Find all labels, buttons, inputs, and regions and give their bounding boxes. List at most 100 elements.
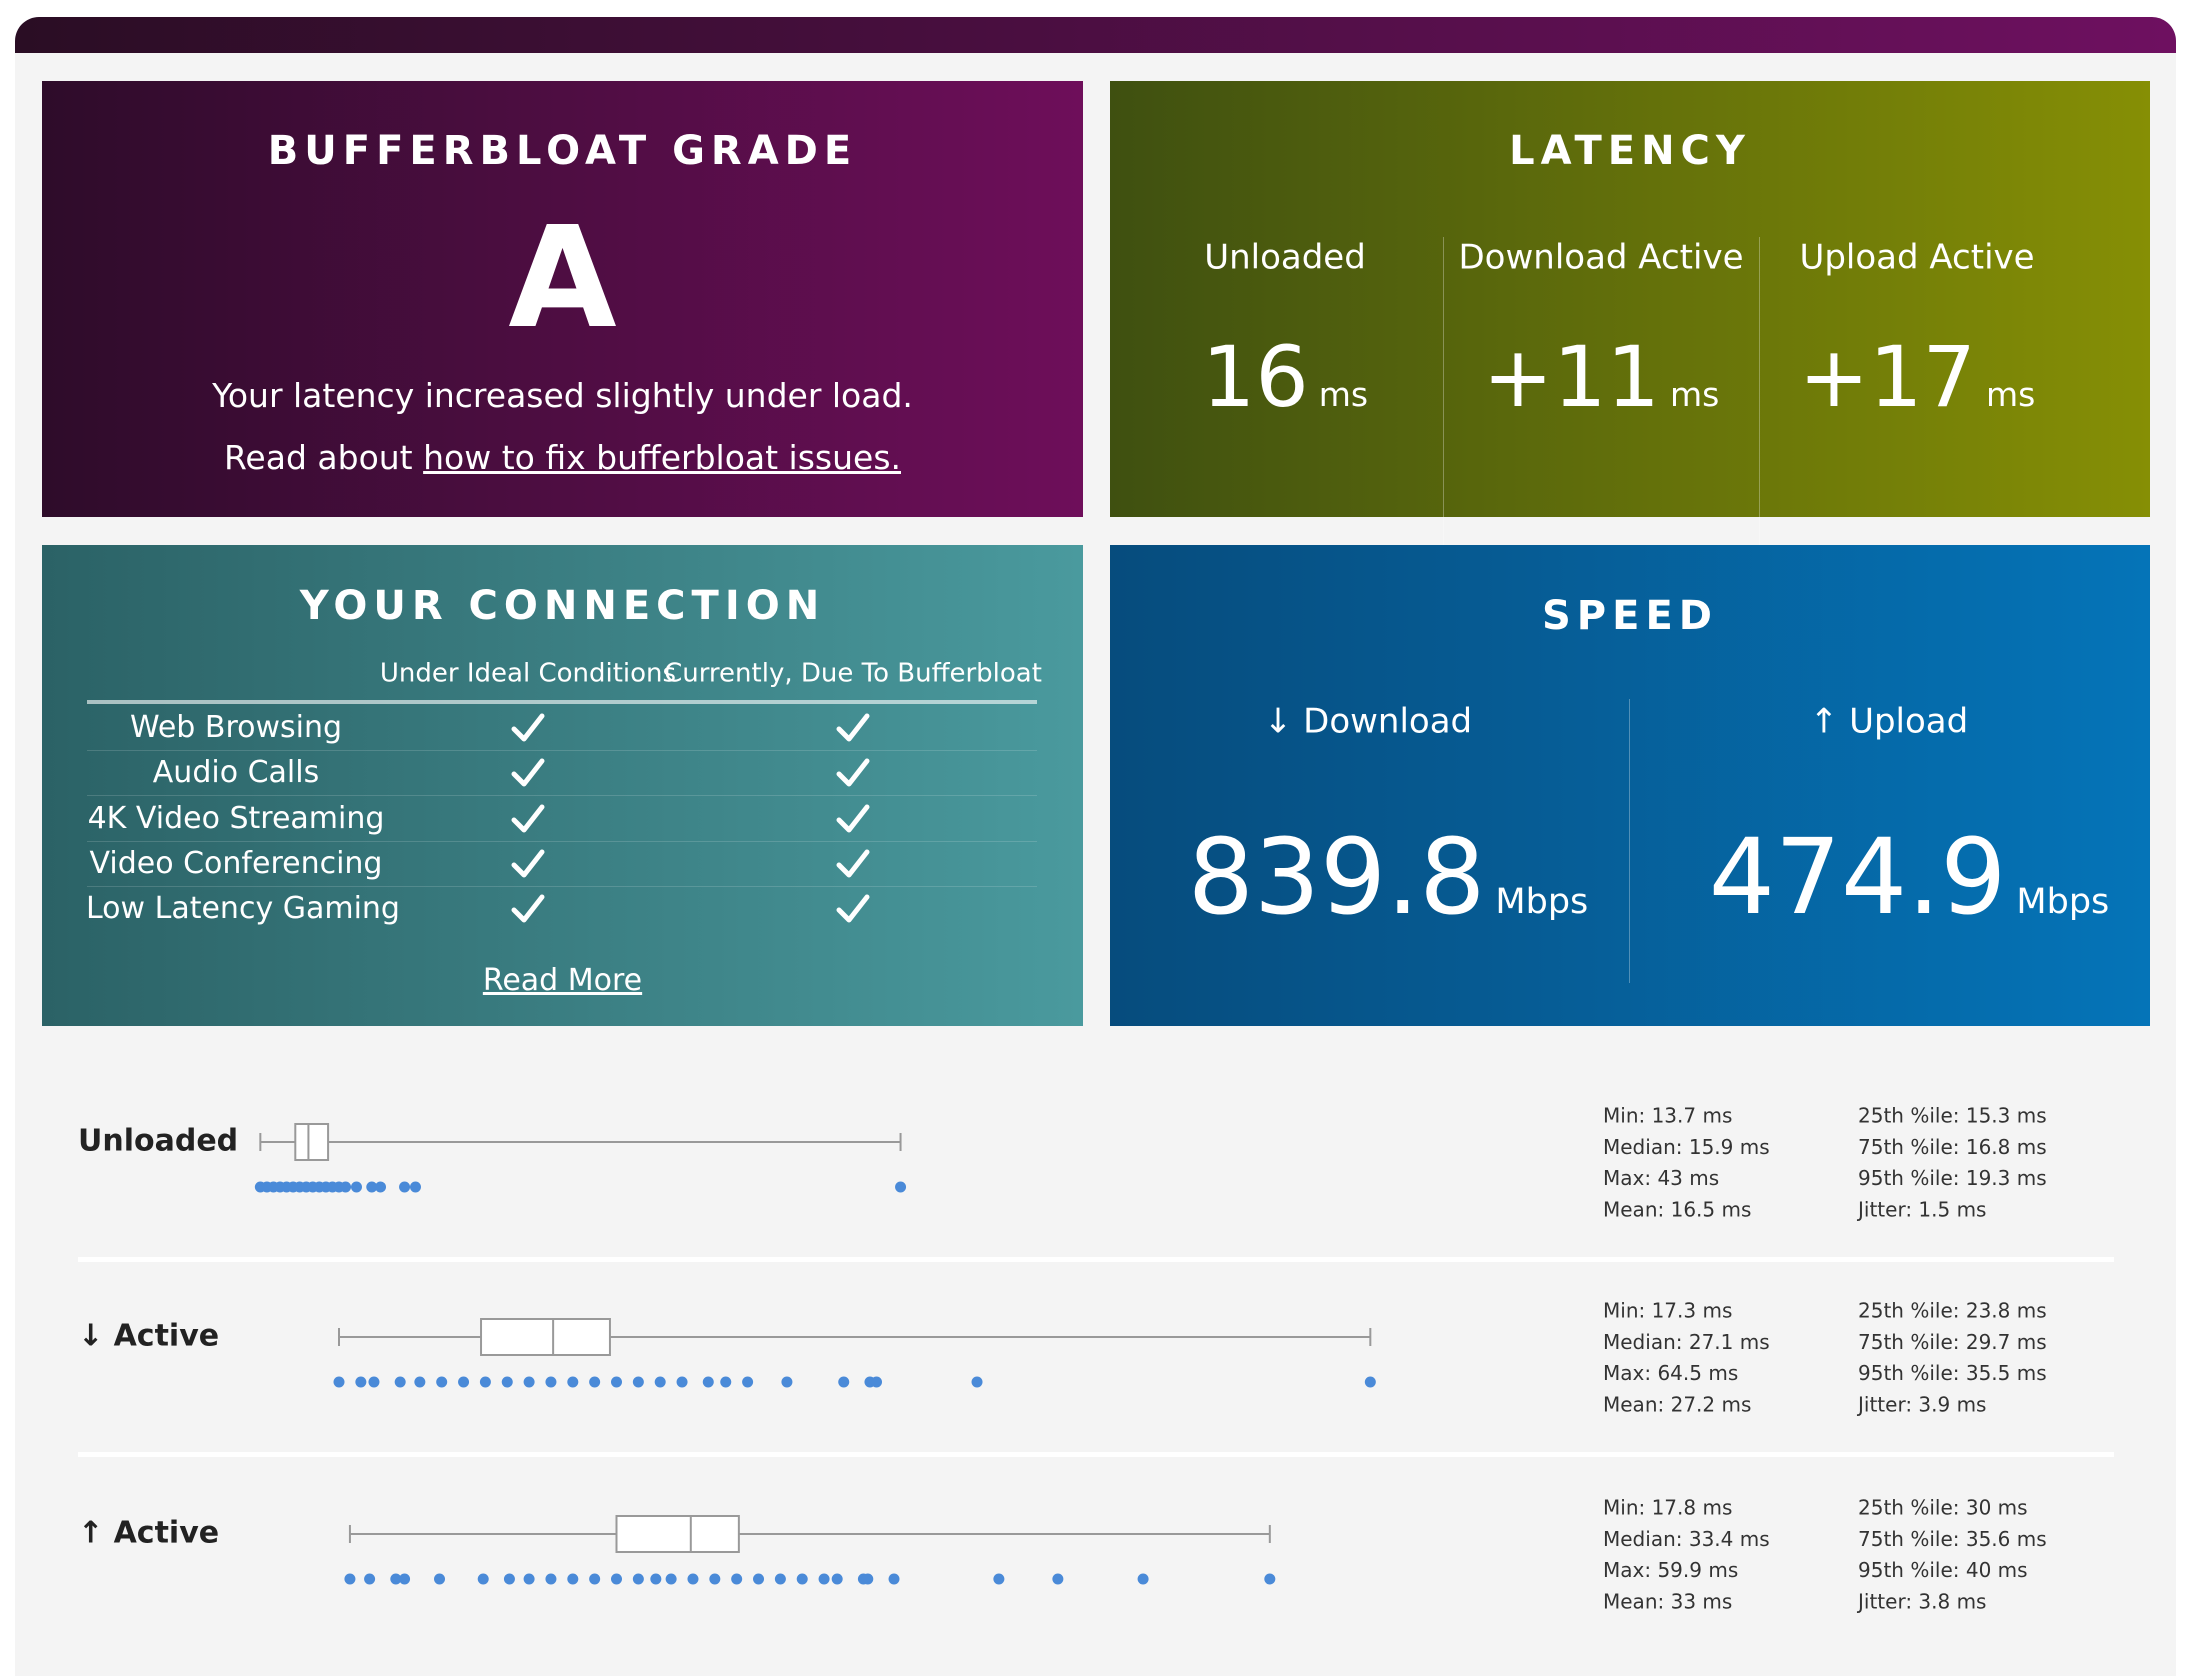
check-path bbox=[836, 758, 870, 787]
sample-dot bbox=[414, 1376, 426, 1388]
speed-label: ↑ Upload bbox=[1809, 701, 1969, 742]
sample-dot bbox=[436, 1376, 448, 1388]
grade-title: BUFFERBLOAT GRADE bbox=[267, 128, 858, 174]
sample-dot bbox=[632, 1573, 644, 1585]
latency-panel: LATENCY Unloaded 16 ms Download Active +11 ms U… bbox=[1110, 81, 2150, 553]
sample-dot bbox=[567, 1573, 579, 1585]
sample-dot bbox=[781, 1376, 793, 1388]
fix-link[interactable]: how to fix bufferbloat issues. bbox=[423, 438, 901, 477]
stat-text: 95th %ile: 40 ms bbox=[1858, 1558, 2028, 1582]
sample-dot bbox=[355, 1376, 367, 1388]
stat-text: Max: 59.9 ms bbox=[1603, 1558, 1738, 1582]
box bbox=[615, 1515, 740, 1553]
connection-panel: YOUR CONNECTION Under Ideal Conditions Cur… bbox=[42, 545, 1083, 1026]
sample-dot bbox=[1137, 1573, 1149, 1585]
stat-text: 25th %ile: 30 ms bbox=[1858, 1496, 2028, 1520]
sample-dot bbox=[709, 1573, 721, 1585]
sample-dot bbox=[390, 1573, 402, 1585]
sample-dot bbox=[888, 1573, 900, 1585]
row-separator bbox=[78, 1257, 2114, 1262]
sample-dot bbox=[753, 1573, 765, 1585]
stat-text: 75th %ile: 35.6 ms bbox=[1858, 1527, 2047, 1551]
sample-dot bbox=[676, 1376, 688, 1388]
sample-dot bbox=[333, 1376, 345, 1388]
row-separator bbox=[78, 1452, 2114, 1457]
read-about: Read about how to fix bufferbloat issues… bbox=[42, 438, 1083, 478]
divider bbox=[1759, 237, 1760, 553]
row-label: Unloaded bbox=[78, 1124, 238, 1159]
sample-dot bbox=[567, 1376, 579, 1388]
sample-dot bbox=[479, 1376, 491, 1388]
row-rule bbox=[87, 840, 1037, 842]
check-path bbox=[511, 713, 545, 742]
latency-unit: ms bbox=[1985, 375, 2036, 414]
stat-text: Median: 27.1 ms bbox=[1603, 1330, 1770, 1354]
column-header: Under Ideal Conditions bbox=[379, 658, 677, 689]
sample-dot bbox=[720, 1376, 732, 1388]
sample-dot bbox=[368, 1376, 380, 1388]
sample-dot bbox=[1364, 1376, 1376, 1388]
sample-dot bbox=[1264, 1573, 1276, 1585]
check-path bbox=[836, 804, 870, 833]
column-header: Currently, Due To Bufferbloat bbox=[664, 658, 1042, 689]
checkmark bbox=[511, 758, 545, 787]
sample-dot bbox=[650, 1573, 662, 1585]
read-more-link[interactable]: Read More bbox=[482, 963, 643, 998]
stat-text: Min: 17.8 ms bbox=[1603, 1496, 1732, 1520]
box bbox=[480, 1318, 611, 1356]
checkmark bbox=[836, 713, 870, 742]
row-label: Video Conferencing bbox=[89, 845, 383, 881]
sample-dot bbox=[774, 1573, 786, 1585]
row-label: ↑ Active bbox=[78, 1516, 219, 1551]
stat-text: Min: 17.3 ms bbox=[1603, 1299, 1732, 1323]
checkmark bbox=[511, 849, 545, 878]
checkmark bbox=[511, 894, 545, 923]
sample-dot bbox=[344, 1573, 356, 1585]
sample-dot bbox=[993, 1573, 1005, 1585]
speed-unit: Mbps bbox=[1495, 882, 1589, 922]
speed-unit: Mbps bbox=[2016, 882, 2110, 922]
speed-value: 474.9 bbox=[1708, 816, 2007, 938]
connection-title: YOUR CONNECTION bbox=[299, 583, 826, 629]
checkmark bbox=[836, 894, 870, 923]
stat-text: Jitter: 1.5 ms bbox=[1856, 1197, 1986, 1221]
sample-dot bbox=[731, 1573, 743, 1585]
stat-text: 95th %ile: 35.5 ms bbox=[1858, 1361, 2047, 1385]
sample-dot bbox=[545, 1573, 557, 1585]
checkmark bbox=[836, 849, 870, 878]
speed-value-row: 839.8 Mbps bbox=[1108, 816, 1668, 938]
check-path bbox=[836, 713, 870, 742]
stat-text: 95th %ile: 19.3 ms bbox=[1858, 1166, 2047, 1190]
sample-dot bbox=[503, 1573, 515, 1585]
row-rule bbox=[87, 795, 1037, 797]
header-rule bbox=[87, 700, 1037, 704]
sample-dot bbox=[871, 1376, 883, 1388]
checkmark bbox=[511, 804, 545, 833]
sample-dot bbox=[350, 1181, 362, 1193]
sample-dot bbox=[434, 1573, 446, 1585]
sample-dot bbox=[394, 1376, 406, 1388]
sample-dot bbox=[340, 1181, 352, 1193]
check-path bbox=[836, 849, 870, 878]
stat-text: 25th %ile: 23.8 ms bbox=[1858, 1299, 2047, 1323]
speed-label: ↓ Download bbox=[1263, 701, 1473, 742]
stat-text: Min: 13.7 ms bbox=[1603, 1104, 1732, 1128]
speed-panel: SPEED ↓ Download 839.8 Mbps ↑ Upload 474.9 Mbp… bbox=[1110, 545, 2150, 1026]
divider bbox=[1629, 699, 1630, 983]
sample-dot bbox=[523, 1573, 535, 1585]
sample-dot bbox=[523, 1376, 535, 1388]
latency-value-row: +11 ms bbox=[1443, 328, 1759, 426]
sample-dot bbox=[862, 1573, 874, 1585]
checkmark bbox=[511, 713, 545, 742]
row-label: Web Browsing bbox=[129, 710, 343, 745]
sample-dot bbox=[971, 1376, 983, 1388]
sample-dot bbox=[611, 1573, 622, 1585]
divider bbox=[1443, 237, 1444, 553]
grade-description: Your latency increased slightly under lo… bbox=[212, 376, 913, 416]
sample-dot bbox=[796, 1573, 808, 1585]
sample-dot bbox=[366, 1181, 378, 1193]
sample-dot bbox=[632, 1376, 644, 1388]
stat-text: Max: 64.5 ms bbox=[1603, 1361, 1738, 1385]
row-rule bbox=[87, 885, 1037, 887]
latency-value-row: 16 ms bbox=[1127, 328, 1443, 426]
